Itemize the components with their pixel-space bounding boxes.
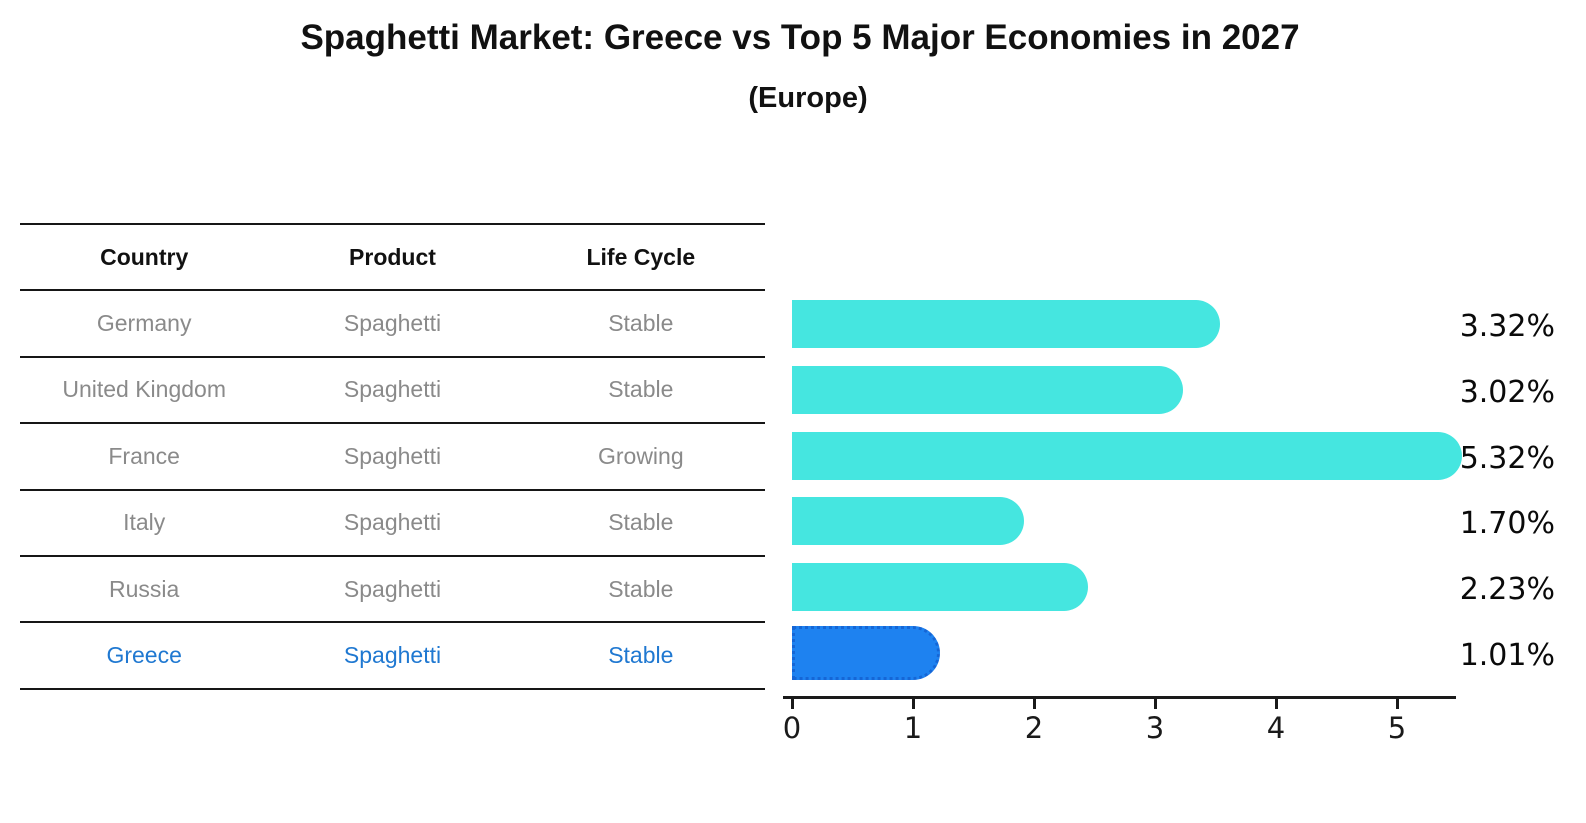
x-tick-label: 0 — [782, 711, 802, 745]
x-tick-mark — [791, 699, 794, 709]
x-tick-mark — [1154, 699, 1157, 709]
product-cell: Spaghetti — [343, 442, 442, 469]
table-row: Russia Spaghetti Stable — [20, 557, 765, 624]
country-cell: France — [108, 442, 180, 469]
value-label: 3.02% — [1459, 375, 1555, 410]
bar-italy — [792, 497, 1024, 545]
table-header-row: Country Product Life Cycle — [20, 225, 765, 292]
x-tick-mark — [1275, 699, 1278, 709]
life-cycle-cell: Stable — [608, 310, 674, 337]
chart-title: Spaghetti Market: Greece vs Top 5 Major … — [300, 18, 1300, 57]
country-cell: Italy — [123, 509, 166, 536]
country-table: Country Product Life Cycle Germany Spaghett… — [20, 223, 765, 690]
x-tick-label: 4 — [1266, 711, 1286, 745]
country-cell: Russia — [109, 575, 180, 602]
column-header-product: Product — [349, 243, 436, 270]
product-cell: Spaghetti — [343, 310, 442, 337]
country-cell: United Kingdom — [62, 376, 226, 403]
life-cycle-cell: Growing — [597, 442, 684, 469]
x-tick-label: 3 — [1145, 711, 1165, 745]
x-tick-mark — [1033, 699, 1036, 709]
chart-subtitle: (Europe) — [748, 82, 868, 114]
life-cycle-cell: Stable — [608, 642, 674, 669]
table-row: Italy Spaghetti Stable — [20, 491, 765, 557]
life-cycle-cell: Stable — [608, 575, 674, 602]
life-cycle-cell: Stable — [608, 509, 674, 536]
value-label: 1.01% — [1459, 638, 1555, 673]
column-header-life-cycle: Life Cycle — [586, 243, 696, 270]
table-row: Germany Spaghetti Stable — [20, 291, 765, 358]
bar-germany — [792, 300, 1220, 348]
x-tick-label: 1 — [903, 711, 923, 745]
bar-russia — [792, 563, 1088, 611]
value-label: 5.32% — [1459, 441, 1555, 476]
product-cell: Spaghetti — [343, 509, 442, 536]
x-axis-line — [783, 696, 1456, 699]
country-cell: Germany — [96, 310, 192, 337]
x-tick-label: 5 — [1387, 711, 1407, 745]
product-cell: Spaghetti — [343, 642, 442, 669]
table-row: Greece Spaghetti Stable — [20, 623, 765, 690]
table-row: France Spaghetti Growing — [20, 424, 765, 491]
product-cell: Spaghetti — [343, 376, 442, 403]
x-tick-mark — [912, 699, 915, 709]
value-label: 3.32% — [1459, 309, 1555, 344]
life-cycle-cell: Stable — [608, 376, 674, 403]
value-label: 1.70% — [1459, 506, 1555, 541]
country-cell: Greece — [106, 642, 182, 669]
value-label: 2.23% — [1459, 572, 1555, 607]
x-tick-mark — [1396, 699, 1399, 709]
x-tick-label: 2 — [1024, 711, 1044, 745]
bar-france — [792, 432, 1462, 480]
bar-greece — [792, 626, 940, 680]
table-row: United Kingdom Spaghetti Stable — [20, 358, 765, 425]
bar-united-kingdom — [792, 366, 1183, 414]
product-cell: Spaghetti — [343, 575, 442, 602]
column-header-country: Country — [100, 243, 189, 270]
